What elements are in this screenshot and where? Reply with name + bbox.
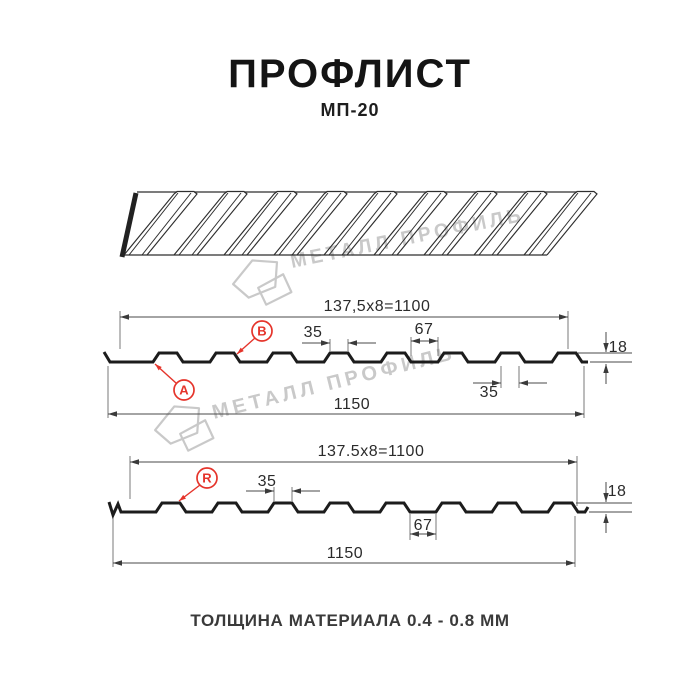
sheet-edge-line [378,192,429,256]
page-title: ПРОФЛИСТ [228,52,472,96]
sheet-edge-line [191,192,242,256]
profile-3d-view [119,190,598,258]
sheet-edge-line [478,192,529,256]
sheet-ridge [173,190,248,256]
sheet-edge-line [428,192,479,256]
footer-note: ТОЛЩИНА МАТЕРИАЛА 0.4 - 0.8 ММ [190,611,510,630]
dim-total-top: 1150 [334,396,370,413]
label-r: R [202,471,212,486]
dim-crest-top: 35 [304,324,323,341]
sheet-ridge [223,190,298,256]
sheet-ridge [523,190,598,256]
sheet-edge-line [278,192,329,256]
sheet-ridge [323,190,398,256]
sheet-edge-line [241,192,292,256]
profile-outline-bottom [107,500,590,520]
sheet-ridge [273,190,348,256]
dim-valley-bottom: 67 [414,517,433,534]
sheet-ridge [473,190,548,256]
sheet-edge-line [541,192,592,256]
dim-valley-top: 67 [415,321,434,338]
cross-section-bottom: 137.5x8=1100 1150 35 67 18 R [107,443,632,567]
sheet-edge-line [178,192,229,256]
profile-outline-top [102,351,588,364]
watermark-logo-top [232,259,293,306]
label-b-circle [251,320,273,342]
dim-rib-top: 35 [480,384,499,401]
sheet-edge-line [441,192,492,256]
dim-height-bottom: 18 [608,483,627,500]
sheet-ridge [373,190,448,256]
watermark-logo-bottom [154,405,215,452]
sheet-ridge [123,190,198,256]
label-b: B [257,324,266,339]
sheet-ridge [423,190,498,256]
label-a-circle [173,379,195,401]
dim-pitch-top: 137,5x8=1100 [324,298,431,315]
sheet-edge-line [341,192,392,256]
sheet-edge-line [528,192,579,256]
dim-crest-bottom: 35 [258,473,277,490]
dim-height-top: 18 [609,339,628,356]
sheet-edge-line [228,192,279,256]
sheet-edge-line [491,192,542,256]
sheet-edge-line [128,192,179,256]
dim-pitch-bottom: 137.5x8=1100 [318,443,425,460]
cross-section-top: 137,5x8=1100 1150 35 67 35 18 A B [102,298,632,418]
label-a: A [179,383,189,398]
sheet-edge-line [328,192,379,256]
label-r-circle [196,467,218,489]
page-subtitle: МП-20 [320,100,380,120]
sheet-edge-line [141,192,192,256]
sheet-cut-edge [119,192,139,258]
sheet-edge-line [391,192,442,256]
dim-total-bottom: 1150 [327,545,363,562]
sheet-edge-line [291,192,342,256]
